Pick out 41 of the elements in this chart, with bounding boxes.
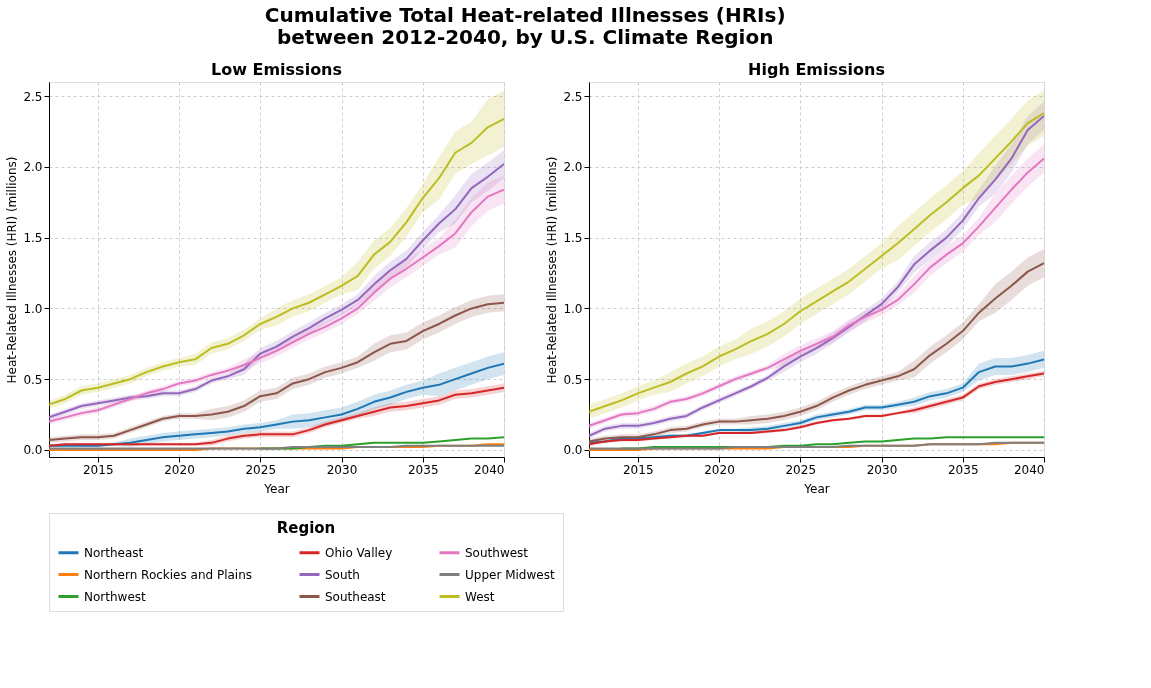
legend-label: Northwest <box>84 589 147 604</box>
x-tick-label: 2025 <box>785 462 817 477</box>
x-tick-label: 2040 <box>1013 462 1045 477</box>
y-axis-title: Heat-Related Illnesses (HRI) (millions) <box>545 156 560 384</box>
y-tick-label: 0.5 <box>563 372 583 387</box>
y-tick-label: 1.0 <box>23 301 43 316</box>
x-tick-label: 2015 <box>82 462 114 477</box>
chart-title: Low Emissions <box>210 60 343 79</box>
legend-label: West <box>465 589 495 604</box>
y-tick-label: 1.5 <box>563 231 583 246</box>
x-tick-label: 2025 <box>245 462 277 477</box>
x-tick-label: 2020 <box>164 462 195 477</box>
x-tick-label: 2035 <box>407 462 439 477</box>
legend-label: Northern Rockies and Plains <box>84 567 253 582</box>
x-tick-label: 2015 <box>622 462 654 477</box>
y-tick-label: 1.5 <box>23 231 43 246</box>
chart-title: High Emissions <box>748 60 885 79</box>
x-tick-label: 2020 <box>704 462 735 477</box>
x-tick-label: 2030 <box>326 462 358 477</box>
y-tick-label: 0.0 <box>563 443 583 458</box>
x-tick-label: 2040 <box>473 462 505 477</box>
text: Cumulative Total Heat-related Illnesses (HRIs) between 2012-2040, by U.S. Climate Region <box>264 2 786 49</box>
y-tick-label: 2.0 <box>563 160 583 175</box>
legend-label: Northeast <box>84 545 144 560</box>
y-tick-label: 1.0 <box>563 301 583 316</box>
legend-label: Southeast <box>325 589 386 604</box>
y-tick-label: 0.0 <box>23 443 43 458</box>
x-axis-title: Year <box>263 481 290 496</box>
legend-title: Region <box>276 519 336 537</box>
legend-label: South <box>325 567 360 582</box>
y-axis-title: Heat-Related Illnesses (HRI) (millions) <box>5 156 20 384</box>
y-tick-label: 2.5 <box>563 89 583 104</box>
legend-label: Upper Midwest <box>465 567 555 582</box>
x-tick-label: 2035 <box>947 462 979 477</box>
legend-label: Southwest <box>465 545 529 560</box>
x-axis-title: Year <box>803 481 830 496</box>
y-tick-label: 2.5 <box>23 89 43 104</box>
legend-label: Ohio Valley <box>325 545 393 560</box>
x-tick-label: 2030 <box>866 462 898 477</box>
y-tick-label: 0.5 <box>23 372 43 387</box>
y-tick-label: 2.0 <box>23 160 43 175</box>
